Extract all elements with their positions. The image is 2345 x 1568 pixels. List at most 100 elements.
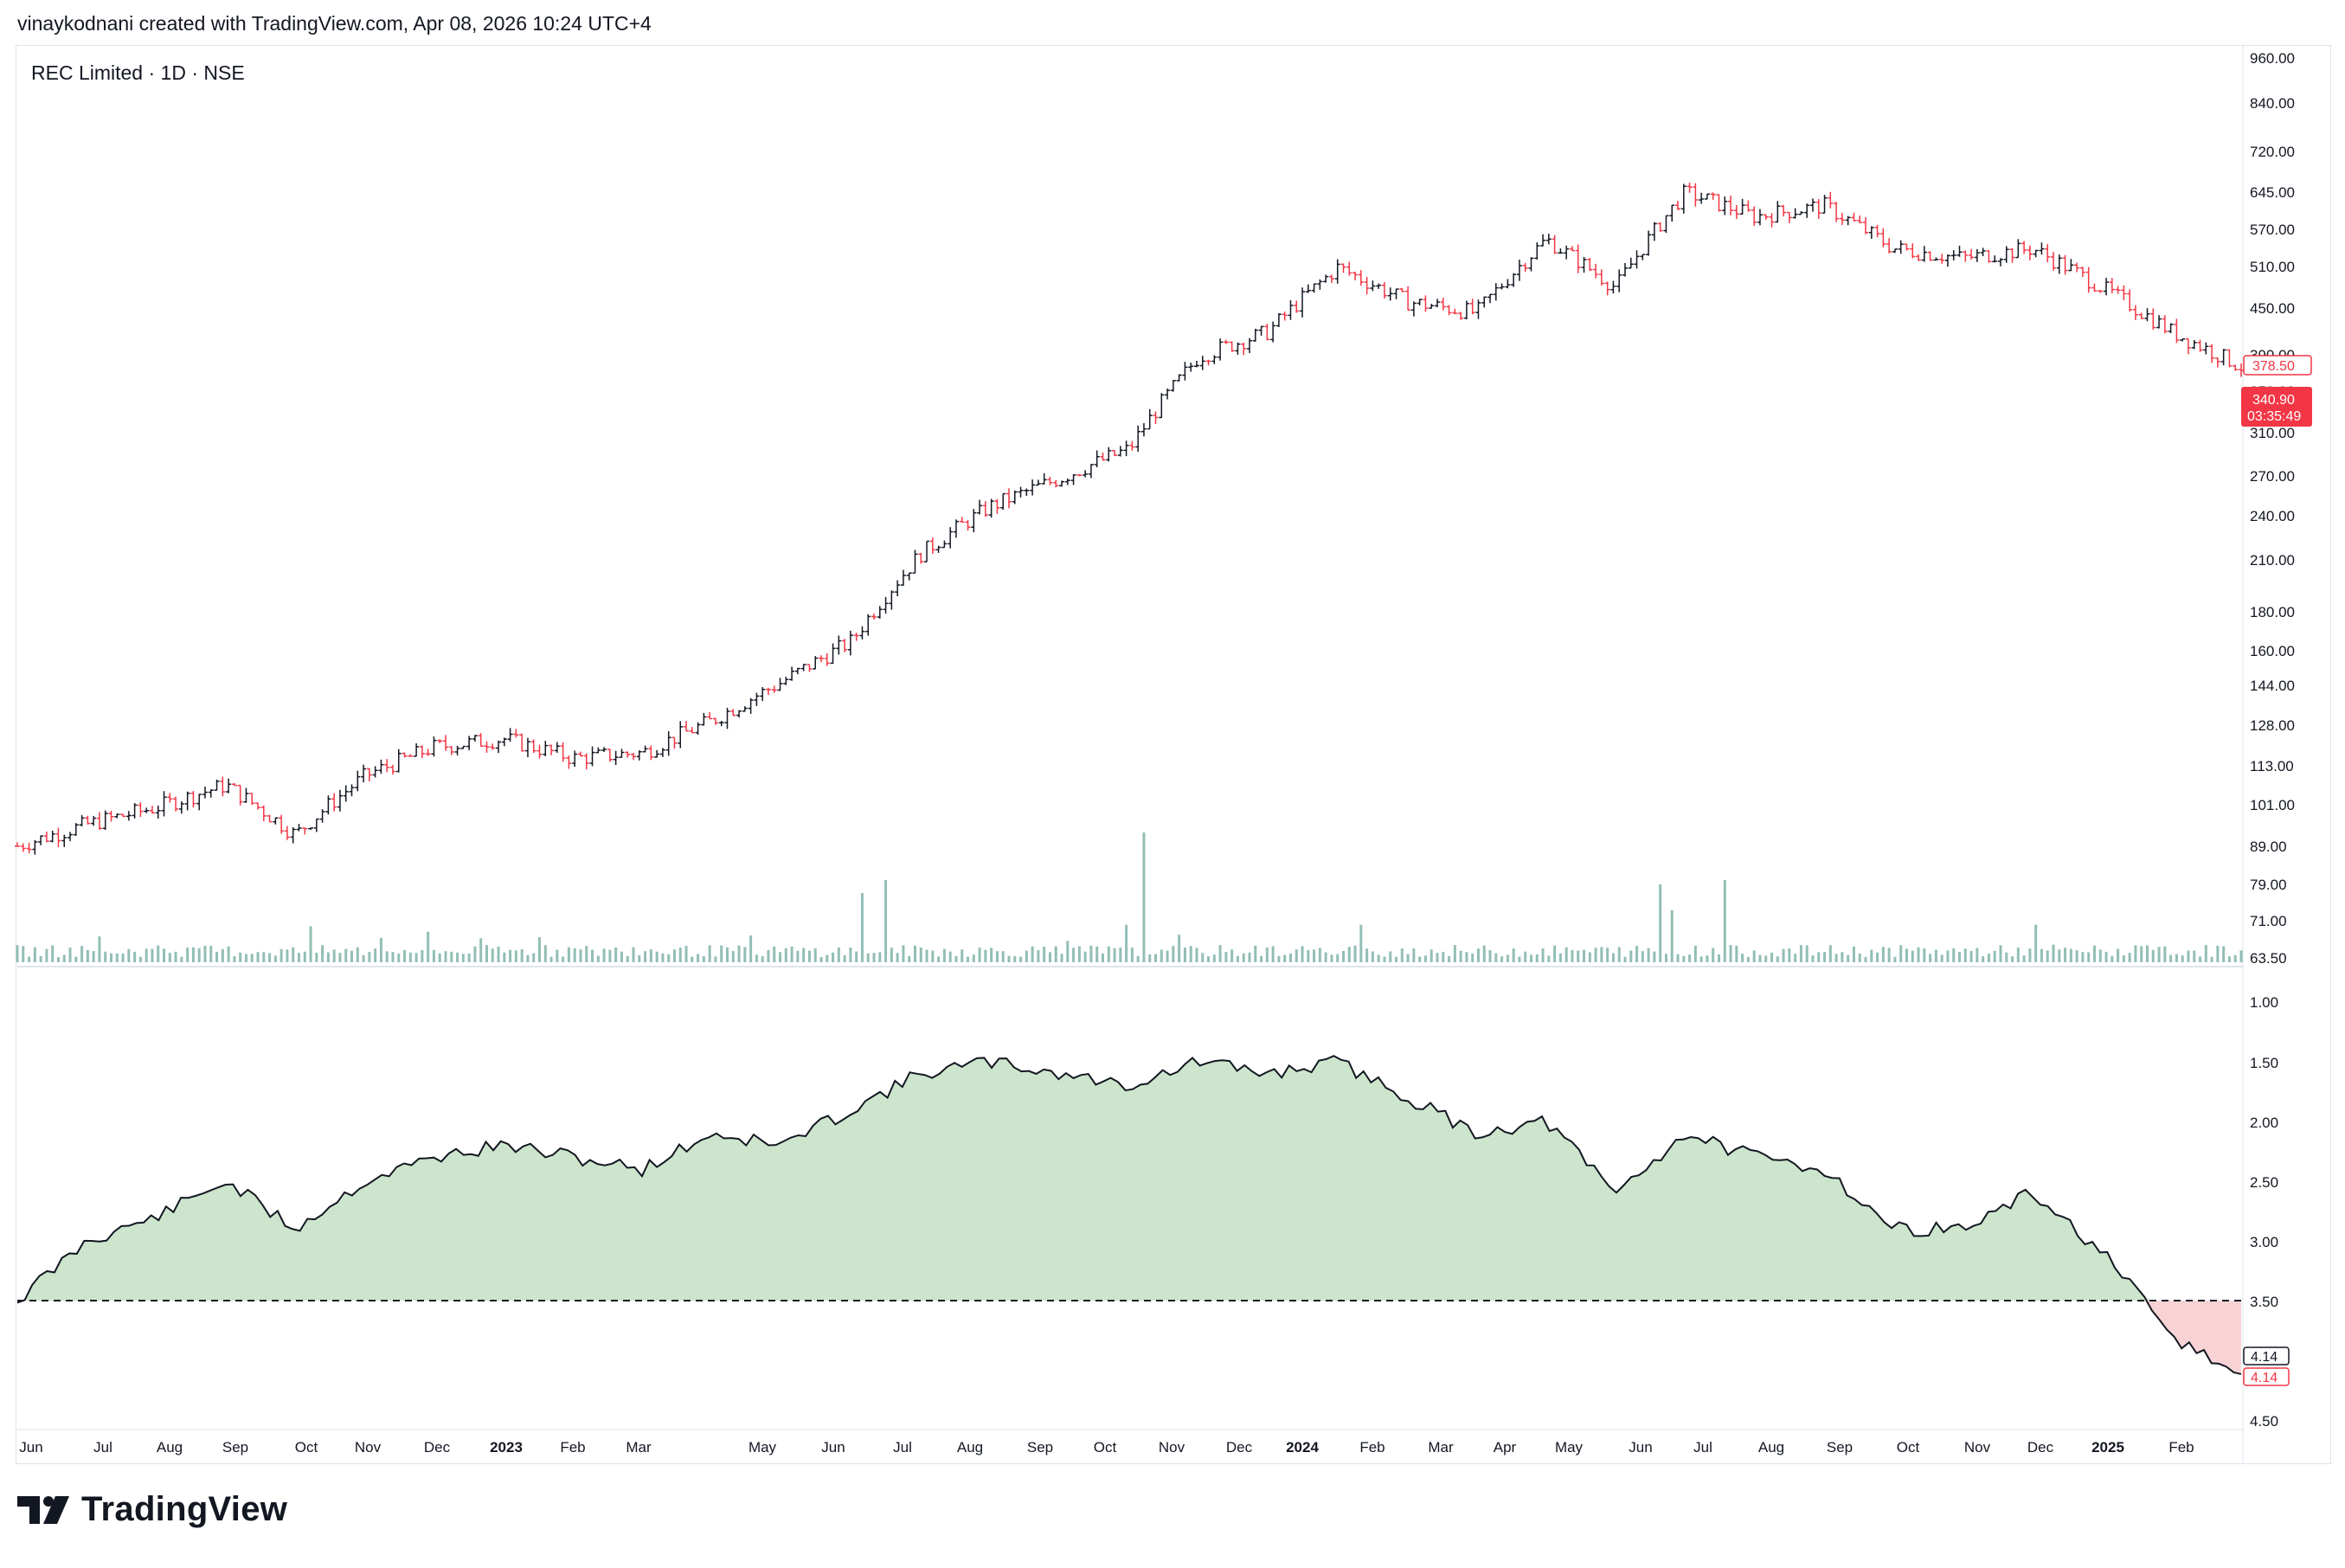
volume-bar — [51, 945, 55, 962]
volume-bar — [1025, 950, 1028, 962]
volume-bar — [661, 953, 665, 962]
volume-bar — [233, 956, 236, 962]
price-tick-label: 840.00 — [2250, 95, 2295, 112]
volume-bar — [896, 953, 899, 962]
volume-bar — [620, 951, 623, 962]
volume-bar — [960, 949, 964, 962]
volume-bar — [379, 937, 382, 962]
volume-bar — [779, 952, 782, 962]
prev-price-badge — [2243, 355, 2312, 376]
time-axis-label: Jul — [893, 1439, 912, 1456]
time-axis-label: Aug — [157, 1439, 183, 1456]
price-axis[interactable]: 960.00 840.00 720.00 645.00 570.00 510.00 450.… — [17, 45, 2295, 1464]
volume-bar — [115, 953, 119, 962]
volume-bar — [1735, 945, 1738, 962]
tradingview-brand[interactable]: TradingView — [17, 1490, 287, 1529]
volume-bar — [908, 955, 911, 962]
volume-bar — [157, 945, 160, 962]
volume-bar — [2110, 955, 2114, 962]
time-axis-label: Jun — [19, 1439, 42, 1456]
time-axis-label: Jul — [93, 1439, 112, 1456]
volume-bar — [2187, 950, 2190, 962]
volume-bar — [984, 949, 987, 962]
volume-bar — [92, 951, 95, 962]
time-axis-label: Jul — [1693, 1439, 1712, 1456]
time-axis-label: Feb — [1359, 1439, 1385, 1456]
volume-bar — [1347, 947, 1351, 962]
volume-bar — [1506, 954, 1509, 962]
volume-bar — [1482, 945, 1486, 962]
volume-bar — [62, 954, 66, 962]
volume-bar — [1905, 948, 1908, 962]
volume-bar — [1113, 948, 1116, 962]
volume-bar — [878, 952, 882, 962]
volume-bar — [1834, 954, 1838, 962]
volume-bar — [1400, 948, 1404, 962]
volume-bar — [1494, 953, 1498, 962]
volume-bar — [843, 954, 846, 962]
volume-bar — [2128, 953, 2131, 962]
volume-bar — [1817, 952, 1821, 962]
indicator-tick-label: 1.50 — [2250, 1055, 2278, 1071]
indicator-area-above — [17, 1056, 2241, 1301]
time-axis[interactable]: Jun Jul Aug Sep Oct Nov Dec 2023 Feb Mar May Jun Jul… — [17, 1429, 2243, 1456]
volume-bar — [1471, 954, 1474, 962]
volume-bar — [292, 947, 295, 962]
price-tick-label: 89.00 — [2250, 839, 2287, 855]
volume-bar — [1166, 950, 1169, 962]
volume-bar — [849, 947, 852, 962]
time-axis-label: Oct — [295, 1439, 318, 1456]
volume-bar — [2146, 945, 2149, 962]
volume-bar — [1154, 954, 1158, 962]
volume-bar — [321, 945, 324, 962]
volume-bar — [1682, 955, 1686, 962]
volume-bar — [326, 952, 330, 962]
price-tick-label: 101.00 — [2250, 797, 2295, 813]
volume-bar — [1799, 945, 1802, 962]
volume-bar — [186, 947, 190, 962]
volume-bar — [1841, 952, 1844, 962]
volume-bar — [1500, 956, 1504, 962]
volume-bar — [1125, 924, 1128, 962]
volume-bar — [2134, 945, 2137, 962]
volume-bar — [104, 951, 107, 962]
volume-bar — [1288, 953, 1292, 962]
time-axis-label: Sep — [1827, 1439, 1853, 1456]
volume-bar — [191, 947, 195, 962]
time-axis-label: Apr — [1494, 1439, 1517, 1456]
indicator-axis[interactable]: 1.00 1.50 2.00 2.50 3.00 3.50 4.50 — [2250, 994, 2278, 1430]
price-tick-label: 144.00 — [2250, 678, 2295, 694]
volume-bar — [1946, 950, 1950, 962]
volume-bar — [1553, 945, 1557, 962]
volume-bar — [1377, 954, 1380, 962]
volume-bar — [1283, 954, 1287, 962]
volume-bar — [2098, 949, 2102, 962]
volume-bar — [427, 931, 430, 962]
volume-bar — [414, 953, 418, 962]
volume-bar — [1236, 955, 1239, 962]
volume-bar — [1423, 955, 1427, 962]
volume-bar — [913, 945, 916, 962]
volume-bar — [450, 951, 453, 962]
volume-bar — [990, 948, 993, 962]
volume-bar — [1723, 880, 1726, 962]
volume-bar — [2092, 945, 2096, 962]
volume-bar — [1459, 950, 1462, 962]
volume-bar — [585, 946, 588, 962]
indicator-badge-b-text: 4.14 — [2251, 1371, 2278, 1385]
indicator-badge-a-text: 4.14 — [2251, 1350, 2278, 1365]
indicator-tick-label: 3.00 — [2250, 1234, 2278, 1250]
volume-bar — [549, 956, 553, 962]
time-axis-label: Aug — [957, 1439, 983, 1456]
volume-bar — [1013, 955, 1017, 962]
volume-bar — [855, 951, 858, 962]
volume-bar — [2222, 946, 2226, 962]
volume-bar — [203, 945, 207, 962]
volume-bar — [1072, 948, 1076, 962]
volume-bar — [391, 952, 395, 962]
volume-bar — [256, 952, 260, 962]
volume-bar — [1647, 948, 1650, 962]
volume-bar — [520, 948, 524, 962]
chart-canvas[interactable]: REC Limited · 1D · NSE 960.00 840.00 720.0… — [0, 0, 2345, 1471]
price-tick-label: 79.00 — [2250, 877, 2287, 893]
